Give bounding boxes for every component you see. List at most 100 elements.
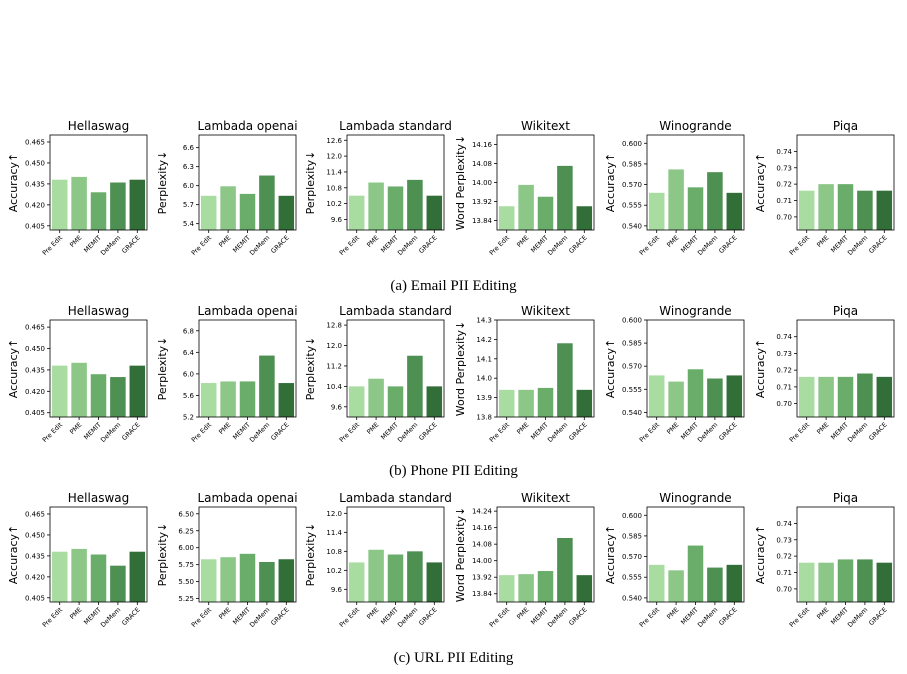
url-piqa-xtick-label-grace: GRACE bbox=[867, 606, 888, 627]
phone-hellaswag-ytick-label-0: 0.405 bbox=[25, 409, 45, 417]
url-lambada-standard-chart: Lambada standard Perplexity↓ 9.6 10.2 10.8 11… bbox=[304, 491, 452, 629]
email-lambada-standard-xtick-label-grace: GRACE bbox=[417, 234, 438, 255]
phone-lambada-openai-bar-pre-edit bbox=[200, 383, 217, 417]
url-hellaswag-ytick-label-2: 0.435 bbox=[25, 552, 45, 560]
url-lambada-openai-ytick-label-4: 6.25 bbox=[178, 527, 194, 535]
email-hellaswag-ytick-label-4: 0.465 bbox=[25, 138, 45, 146]
email-piqa-bar-grace bbox=[876, 190, 893, 230]
email-lambada-openai-ylabel: Perplexity↓ bbox=[156, 151, 169, 215]
email-lambada-standard-xtick-label-pre-edit: Pre Edit bbox=[338, 233, 362, 257]
url-lambada-standard-bar-pme bbox=[368, 549, 384, 602]
url-lambada-standard-bar-memit bbox=[387, 554, 404, 602]
phone-hellaswag-xtick-label-demem: DeMem bbox=[99, 421, 122, 444]
phone-lambada-openai-bar-grace bbox=[278, 383, 295, 417]
url-piqa-chart: Piqa Accuracy↑ 0.70 0.71 0.72 0.73 0.74 Pre Edi… bbox=[754, 491, 895, 629]
email-winogrande-bar-pre-edit bbox=[648, 192, 665, 230]
phone-wikitext-xtick-label-demem: DeMem bbox=[546, 421, 569, 444]
phone-piqa-xtick-label-pre-edit: Pre Edit bbox=[788, 420, 812, 444]
url-lambada-standard-frame bbox=[346, 506, 445, 603]
email-lambada-standard-ytick-label-3: 11.4 bbox=[326, 168, 342, 176]
phone-piqa-xtick-label-grace: GRACE bbox=[867, 421, 888, 442]
email-winogrande-xtick-label-pme: PME bbox=[665, 234, 680, 249]
url-lambada-standard-xtick-label-pme: PME bbox=[365, 606, 380, 621]
email-wikitext-xtick-label-demem: DeMem bbox=[546, 234, 569, 257]
email-hellaswag-bar-grace bbox=[129, 179, 146, 230]
email-wikitext-title: Wikitext bbox=[521, 119, 570, 133]
phone-piqa-chart: Piqa Accuracy↑ 0.70 0.71 0.72 0.73 0.74 Pre Edi… bbox=[754, 304, 895, 444]
phone-lambada-standard-bar-demem bbox=[407, 355, 423, 417]
phone-lambada-openai-xtick-label-demem: DeMem bbox=[248, 421, 271, 444]
email-lambada-openai-ytick-label-4: 6.6 bbox=[183, 144, 195, 152]
phone-winogrande-ytick-label-4: 0.600 bbox=[622, 317, 642, 325]
url-wikitext-xtick-label-pme: PME bbox=[515, 606, 530, 621]
phone-lambada-standard-ytick-label-1: 10.4 bbox=[326, 383, 342, 391]
email-wikitext-ytick-label-0: 13.84 bbox=[472, 217, 493, 225]
email-winogrande-ylabel: Accuracy↑ bbox=[604, 153, 617, 212]
phone-lambada-openai-ytick-label-1: 5.6 bbox=[183, 392, 195, 400]
phone-wikitext-ytick-label-1: 13.9 bbox=[476, 394, 492, 402]
phone-winogrande-chart: Winogrande Accuracy↑ 0.540 0.555 0.570 0.585 0… bbox=[604, 304, 745, 444]
phone-wikitext-bar-pre-edit bbox=[498, 389, 515, 417]
phone-hellaswag-xtick-label-pre-edit: Pre Edit bbox=[41, 420, 65, 444]
email-hellaswag-xtick-label-pme: PME bbox=[68, 234, 83, 249]
url-piqa-bar-pre-edit bbox=[798, 562, 815, 602]
phone-hellaswag-ytick-label-3: 0.450 bbox=[25, 345, 45, 353]
phone-lambada-openai-frame bbox=[198, 319, 297, 418]
email-wikitext-ylabel: Word Perplexity↓ bbox=[454, 135, 467, 231]
url-wikitext-xtick-label-pre-edit: Pre Edit bbox=[488, 605, 512, 629]
email-piqa-bar-pme bbox=[818, 184, 834, 230]
phone-lambada-standard-ytick-label-4: 12.8 bbox=[326, 322, 342, 330]
url-lambada-openai-frame bbox=[198, 506, 297, 603]
email-wikitext-ytick-label-1: 13.92 bbox=[472, 198, 492, 206]
email-lambada-standard-ytick-label-1: 10.2 bbox=[326, 200, 342, 208]
phone-winogrande-ytick-label-1: 0.555 bbox=[622, 386, 642, 394]
phone-hellaswag-frame bbox=[49, 319, 148, 418]
url-hellaswag-xtick-label-demem: DeMem bbox=[99, 606, 122, 629]
phone-winogrande-ylabel: Accuracy↑ bbox=[604, 339, 617, 398]
url-piqa-ytick-label-2: 0.72 bbox=[776, 553, 792, 561]
email-lambada-standard-bar-demem bbox=[407, 179, 423, 230]
phone-lambada-standard-bar-pre-edit bbox=[348, 386, 365, 417]
email-lambada-standard-title: Lambada standard bbox=[339, 119, 452, 133]
email-wikitext-xtick-label-grace: GRACE bbox=[567, 234, 588, 255]
url-lambada-standard-ytick-label-2: 10.8 bbox=[326, 548, 342, 556]
email-piqa-xtick-label-grace: GRACE bbox=[867, 234, 888, 255]
url-winogrande-bar-demem bbox=[707, 567, 723, 602]
phone-lambada-openai-chart: Lambada openai Perplexity↓ 5.2 5.6 6.0 6.4 6.8… bbox=[156, 304, 298, 444]
email-wikitext-xtick-label-pme: PME bbox=[515, 234, 530, 249]
email-lambada-openai-bar-pme bbox=[220, 186, 236, 230]
phone-piqa-title: Piqa bbox=[833, 304, 858, 318]
url-wikitext-ytick-label-5: 14.24 bbox=[472, 508, 493, 516]
email-lambada-openai-title: Lambada openai bbox=[197, 119, 297, 133]
url-lambada-openai-ytick-label-0: 5.25 bbox=[178, 595, 194, 603]
phone-piqa-ytick-label-0: 0.70 bbox=[776, 400, 792, 408]
phone-wikitext-bar-memit bbox=[537, 387, 554, 417]
url-hellaswag-bar-memit bbox=[90, 554, 107, 602]
email-lambada-standard-bar-pme bbox=[368, 182, 384, 230]
phone-lambada-openai-title: Lambada openai bbox=[197, 304, 297, 318]
url-lambada-openai-xtick-label-pre-edit: Pre Edit bbox=[190, 605, 214, 629]
email-lambada-openai-xtick-label-grace: GRACE bbox=[269, 234, 290, 255]
email-hellaswag-bar-memit bbox=[90, 192, 107, 230]
email-piqa-bar-memit bbox=[837, 184, 854, 230]
url-lambada-openai-xtick-label-demem: DeMem bbox=[248, 606, 271, 629]
url-winogrande-frame bbox=[646, 506, 745, 603]
url-hellaswag-title: Hellaswag bbox=[68, 491, 129, 505]
phone-lambada-standard-title: Lambada standard bbox=[339, 304, 452, 318]
email-lambada-openai-xtick-label-pme: PME bbox=[217, 234, 232, 249]
url-winogrande-ytick-label-0: 0.540 bbox=[622, 594, 642, 602]
url-wikitext-ytick-label-0: 13.84 bbox=[472, 590, 493, 598]
url-lambada-standard-ytick-label-3: 11.4 bbox=[326, 529, 342, 537]
email-piqa-bar-pre-edit bbox=[798, 190, 815, 230]
email-wikitext-ytick-label-2: 14.00 bbox=[472, 179, 492, 187]
phone-lambada-openai-ytick-label-0: 5.2 bbox=[183, 414, 194, 422]
url-winogrande-bar-pre-edit bbox=[648, 564, 665, 602]
email-piqa-ytick-label-4: 0.74 bbox=[776, 148, 792, 156]
url-piqa-ytick-label-1: 0.71 bbox=[776, 569, 792, 577]
email-winogrande-xtick-label-grace: GRACE bbox=[717, 234, 738, 255]
url-lambada-openai-ytick-label-2: 5.75 bbox=[178, 561, 194, 569]
phone-lambada-standard-chart: Lambada standard Perplexity↓ 9.6 10.4 11.2 12… bbox=[304, 304, 452, 444]
phone-wikitext-xtick-label-pme: PME bbox=[515, 421, 530, 436]
phone-lambada-openai-xtick-label-pre-edit: Pre Edit bbox=[190, 420, 214, 444]
url-lambada-openai-bar-pre-edit bbox=[200, 559, 217, 602]
